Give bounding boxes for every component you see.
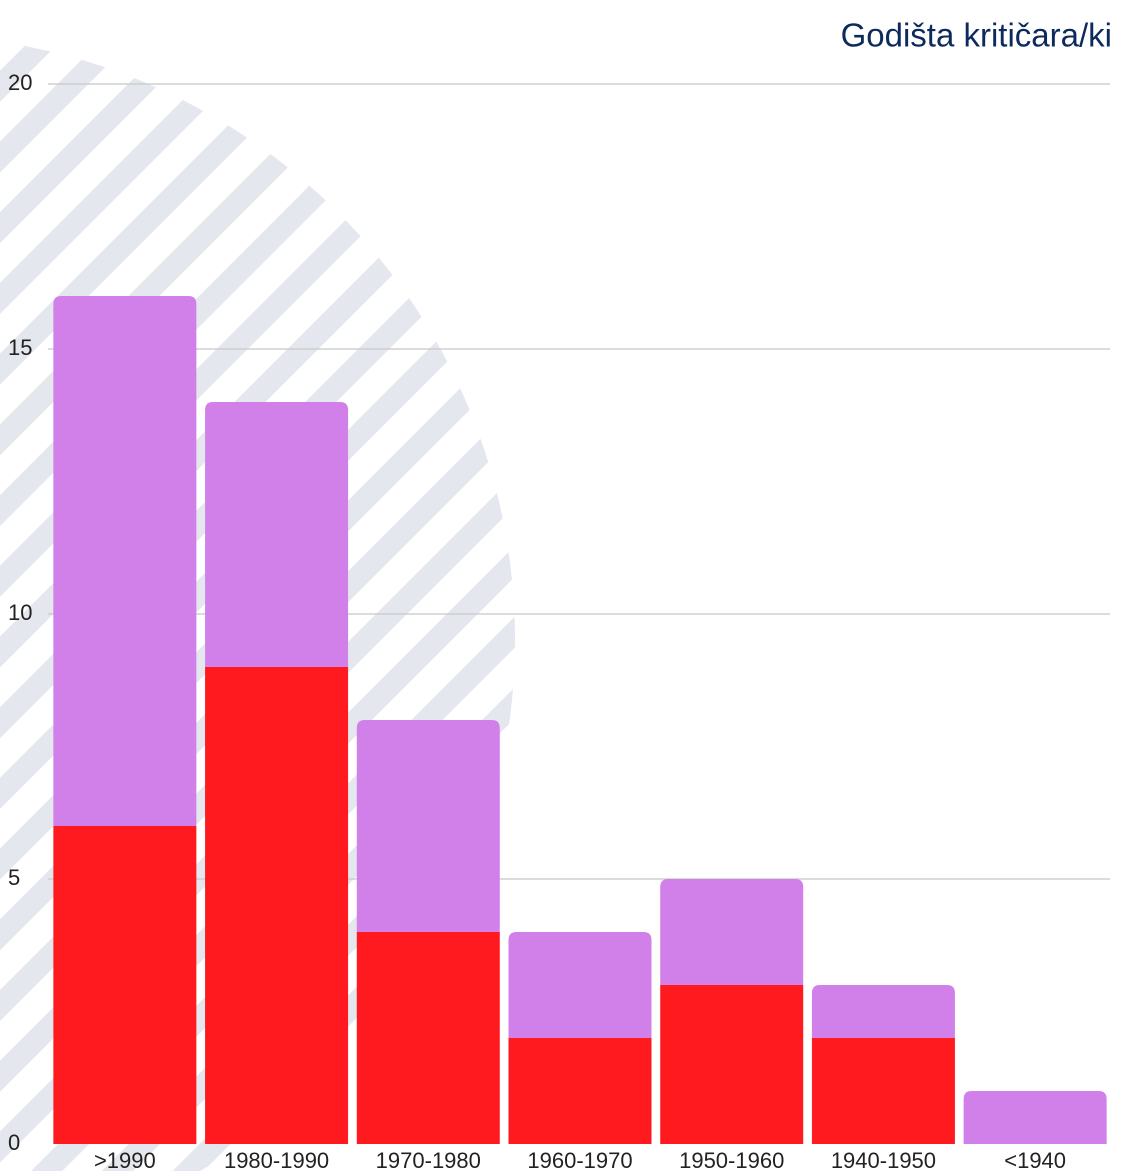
x-tick-label: 1980-1990 — [224, 1148, 329, 1171]
bar-segment — [205, 402, 349, 667]
y-tick-label: 0 — [8, 1130, 20, 1155]
bar-segment — [660, 879, 804, 985]
x-tick-label: <1940 — [1004, 1148, 1066, 1171]
bar-segment — [356, 720, 500, 932]
bar-segment — [963, 1091, 1107, 1144]
y-tick-label: 20 — [8, 70, 32, 95]
bar-segment — [508, 932, 652, 1038]
y-tick-label: 10 — [8, 600, 32, 625]
bar-segment — [811, 1038, 955, 1144]
bar-segment — [508, 1038, 652, 1144]
chart-title: Godišta kritičara/ki — [841, 17, 1112, 54]
x-tick-label: 1970-1980 — [376, 1148, 481, 1171]
bar-segment — [205, 667, 349, 1144]
bar-segment — [53, 826, 197, 1144]
bar-segment — [53, 296, 197, 826]
x-tick-label: >1990 — [94, 1148, 156, 1171]
x-tick-label: 1950-1960 — [679, 1148, 784, 1171]
bar-segment — [811, 985, 955, 1038]
y-tick-label: 5 — [8, 865, 20, 890]
bar-segment — [660, 985, 804, 1144]
y-tick-label: 15 — [8, 335, 32, 360]
x-tick-label: 1940-1950 — [831, 1148, 936, 1171]
bar-segment — [356, 932, 500, 1144]
x-tick-label: 1960-1970 — [527, 1148, 632, 1171]
